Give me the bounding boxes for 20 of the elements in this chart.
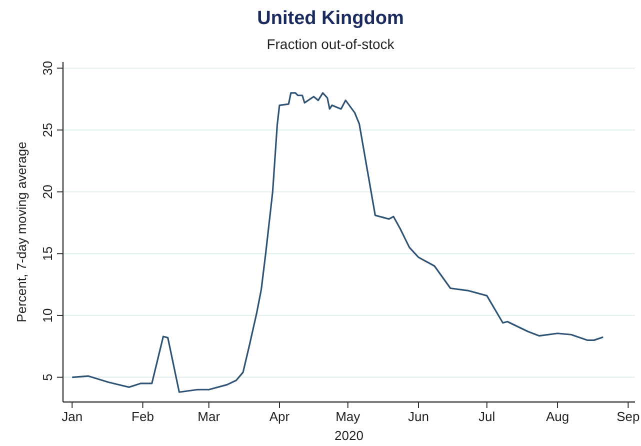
x-tick-label: Feb	[132, 409, 154, 424]
line-series	[71, 92, 604, 393]
y-tick-label: 10	[40, 308, 55, 323]
x-tick-label: Jun	[408, 409, 429, 424]
y-tick-label: 20	[40, 184, 55, 200]
x-axis-title: 2020	[334, 428, 364, 443]
x-tick-label: Sep	[616, 409, 640, 424]
y-tick-label: 5	[40, 374, 55, 381]
chart-subtitle: Fraction out-of-stock	[266, 36, 396, 52]
y-tick-label: 30	[40, 60, 55, 76]
y-tick-label: 15	[40, 246, 55, 261]
y-axis-title: Percent, 7-day moving average	[14, 142, 29, 322]
x-tick-label: Jul	[478, 409, 496, 424]
chart-title: United Kingdom	[257, 8, 404, 29]
x-tick-label: Aug	[546, 409, 570, 424]
x-tick-label: May	[336, 409, 361, 424]
x-tick-label: Apr	[269, 409, 290, 424]
x-tick-label: Mar	[198, 409, 221, 424]
x-tick-label: Jan	[62, 409, 83, 424]
y-tick-label: 25	[40, 122, 55, 138]
